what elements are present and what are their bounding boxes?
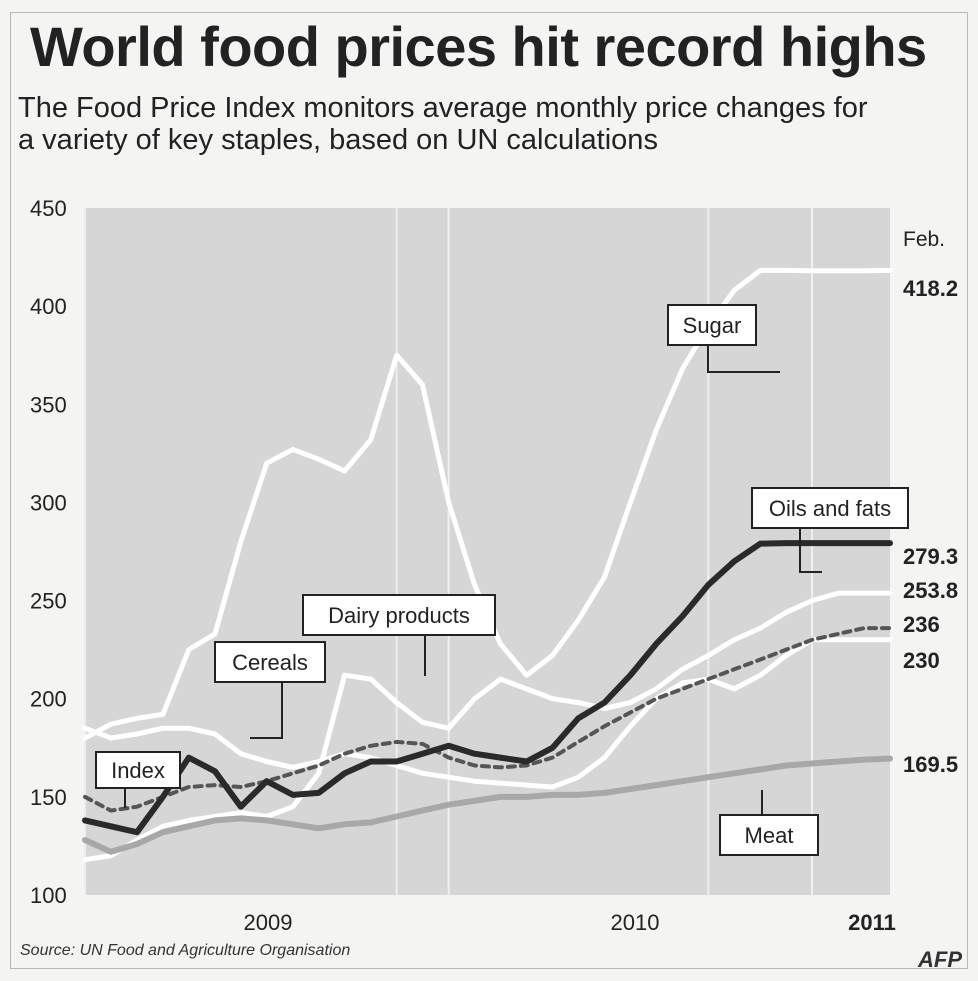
y-tick-label: 350 [30,392,67,417]
callout-label-oils-and-fats: Oils and fats [769,496,891,521]
y-tick-label: 250 [30,589,67,614]
callout-label-sugar: Sugar [683,313,742,338]
agency-logo: AFP [918,947,962,972]
page-title: World food prices hit record highs [30,15,927,78]
end-value-label: 169.5 [903,752,958,777]
callout-box-cereals [214,641,326,683]
callout-box-index [95,751,181,789]
graphic-frame [10,12,968,969]
y-tick-label: 300 [30,490,67,515]
series-line-meat [82,755,893,855]
end-label-header: Feb. [903,228,945,251]
y-tick-label: 450 [30,196,67,221]
subtitle-line-2: a variety of key staples, based on UN ca… [18,124,658,156]
callout-leader-sugar [707,345,780,373]
series-line-dairy-products [82,590,893,863]
end-value-label: 230 [903,648,940,673]
callout-box-oils-and-fats [751,487,909,529]
series-line-cereals [82,637,893,790]
callout-box-dairy-products [302,594,496,636]
end-value-label: 279.3 [903,544,958,569]
x-tick-label: 2011 [848,910,896,935]
subtitle-line-1: The Food Price Index monitors average mo… [18,92,868,124]
plot-background [85,208,890,895]
end-value-label: 236 [903,612,940,637]
callout-label-meat: Meat [745,823,794,848]
y-tick-label: 100 [30,883,67,908]
callout-box-meat [719,814,819,856]
x-tick-label: 2009 [244,910,293,935]
subtitle: The Food Price Index monitors average mo… [18,92,978,156]
y-tick-label: 200 [30,687,67,712]
series-line-oils-and-fats [82,540,893,836]
callout-label-index: Index [111,758,165,783]
callout-leader-cereals [250,682,283,739]
y-tick-label: 150 [30,785,67,810]
y-tick-label: 400 [30,294,67,319]
source-note: Source: UN Food and Agriculture Organisa… [20,942,351,959]
callout-leader-oils-and-fats [799,528,822,573]
callout-label-cereals: Cereals [232,650,308,675]
x-tick-label: 2010 [611,910,660,935]
callout-label-dairy-products: Dairy products [328,603,470,628]
callout-box-sugar [667,304,757,346]
end-value-label: 253.8 [903,578,958,603]
series-line-index [83,626,892,813]
end-value-label: 418.2 [903,276,958,301]
